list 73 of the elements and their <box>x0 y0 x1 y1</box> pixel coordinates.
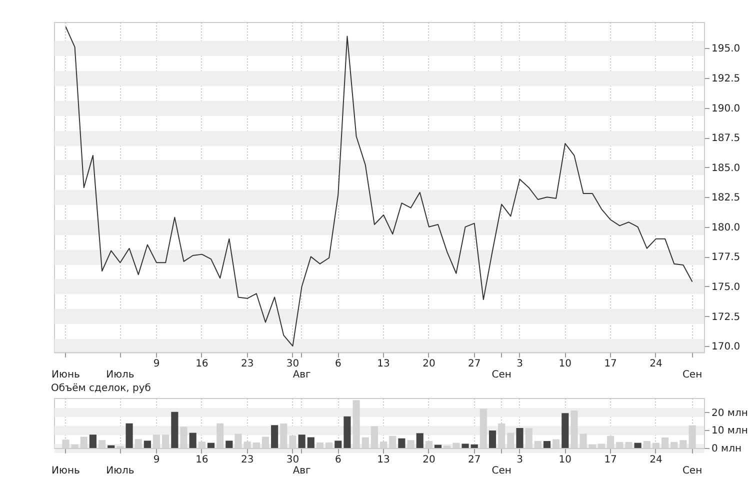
x-tick-label: Июль <box>106 466 134 476</box>
x-tick-label: Авг <box>292 466 311 476</box>
bar <box>226 440 233 448</box>
x-tick-label: 10 <box>558 358 572 370</box>
x-tick-label: 27 <box>468 358 481 370</box>
bar <box>108 445 115 448</box>
x-tick-label: 24 <box>650 358 662 370</box>
bar <box>89 434 96 448</box>
x-tick-label: 9 <box>153 454 160 466</box>
bar <box>543 441 551 448</box>
y-tick-label: 180.0 <box>712 222 740 234</box>
x-tick-label: 6 <box>334 454 342 466</box>
x-tick-label: 20 <box>422 454 436 466</box>
bar <box>344 416 351 448</box>
x-tick-label: Сен <box>682 466 702 476</box>
y-tick-label: 177.5 <box>712 252 740 264</box>
x-tick-label: 13 <box>377 454 390 466</box>
bar <box>126 423 133 448</box>
bar <box>189 432 196 448</box>
bar <box>307 437 314 448</box>
x-tick-label: 23 <box>240 454 254 466</box>
y-tick-label: 195.0 <box>712 44 740 55</box>
y-tick-label: 20 млн <box>712 408 748 419</box>
y-tick-label: 0 млн <box>712 444 742 454</box>
bar <box>334 440 342 448</box>
line-series <box>65 26 693 347</box>
bar <box>171 412 178 448</box>
x-tick-label: 3 <box>516 358 523 370</box>
x-tick-label: 23 <box>240 358 254 370</box>
x-tick-label: 17 <box>604 358 617 370</box>
x-tick-label: Сен <box>492 370 512 380</box>
y-tick-label: 170.0 <box>712 342 740 353</box>
y-tick-label: 187.5 <box>712 133 740 144</box>
y-tick-label: 182.5 <box>712 192 740 204</box>
chart-title: Объём сделок, руб <box>51 383 151 394</box>
y-tick-label: 185.0 <box>712 162 740 174</box>
x-tick-label: Сен <box>682 370 702 380</box>
bar <box>516 428 524 448</box>
x-tick-label: Июль <box>106 370 134 380</box>
bar <box>144 440 151 448</box>
bar <box>634 442 642 448</box>
bar <box>271 425 278 448</box>
x-tick-label: 10 <box>558 454 572 466</box>
bar <box>207 442 215 448</box>
x-tick-label: Авг <box>292 370 311 380</box>
y-tick-label: 192.5 <box>712 73 740 84</box>
x-tick-label: 13 <box>377 358 390 370</box>
bar <box>434 444 442 448</box>
x-tick-label: 17 <box>604 454 617 466</box>
bar <box>398 438 406 448</box>
y-tick-label: 172.5 <box>712 312 740 323</box>
x-tick-label: 30 <box>286 454 300 466</box>
x-tick-label: 9 <box>153 358 160 370</box>
bar <box>470 444 478 448</box>
x-tick-label: 24 <box>650 454 662 466</box>
x-tick-label: 30 <box>286 358 300 370</box>
bar <box>416 433 424 448</box>
bar <box>488 430 496 448</box>
x-tick-label: 16 <box>196 358 208 370</box>
x-tick-label: Июнь <box>52 466 80 476</box>
y-tick-label: 190.0 <box>712 103 740 114</box>
x-tick-label: 6 <box>334 358 342 370</box>
x-tick-label: 20 <box>422 358 436 370</box>
x-tick-label: 27 <box>468 454 481 466</box>
x-tick-label: Сен <box>492 466 512 476</box>
x-tick-label: 3 <box>516 454 523 466</box>
y-tick-label: 10 млн <box>712 426 748 437</box>
bar <box>462 444 469 448</box>
x-tick-label: Июнь <box>52 370 80 380</box>
bar <box>298 434 306 448</box>
y-tick-label: 175.0 <box>712 282 740 293</box>
x-tick-label: 16 <box>196 454 208 466</box>
bar <box>562 413 569 448</box>
